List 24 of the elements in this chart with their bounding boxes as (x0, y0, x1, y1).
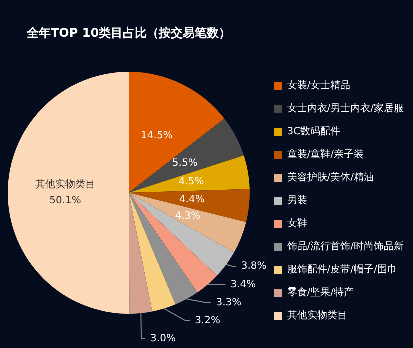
data-label: 4.3% (175, 211, 201, 222)
data-label: 50.1% (50, 196, 82, 207)
data-label: 4.5% (178, 176, 204, 188)
legend-label: 3C数码配件 (287, 126, 341, 138)
data-label: 5.5% (172, 158, 198, 169)
data-label: 3.2% (195, 316, 220, 326)
slice-label: 其他实物类目 (36, 178, 96, 191)
legend-label: 童装/童鞋/亲子装 (287, 148, 364, 160)
legend-label: 其他实物类目 (287, 310, 348, 322)
legend-label: 饰品/流行首饰/时尚饰品新 (286, 240, 404, 252)
data-label: 4.4% (179, 194, 205, 206)
data-label: 3.3% (216, 298, 242, 308)
legend-label: 女装/女士精品 (287, 80, 351, 92)
legend-label: 男装 (287, 194, 308, 206)
legend-label: 女鞋 (287, 218, 308, 230)
chart-title: 全年TOP 10类目占比（按交易笔数） (26, 26, 232, 40)
data-label: 3.4% (230, 280, 256, 290)
legend-label: 零食/坚果/特产 (287, 286, 354, 298)
legend-label: 美容护肤/美体/精油 (287, 172, 374, 184)
data-label: 3.8% (241, 260, 267, 272)
legend-label: 服饰配件/皮带/帽子/围巾 (287, 264, 398, 276)
legend-label: 女士内衣/男士内衣/家居服 (287, 102, 404, 114)
data-label: 14.5% (141, 130, 173, 142)
data-label: 3.0% (150, 334, 176, 344)
